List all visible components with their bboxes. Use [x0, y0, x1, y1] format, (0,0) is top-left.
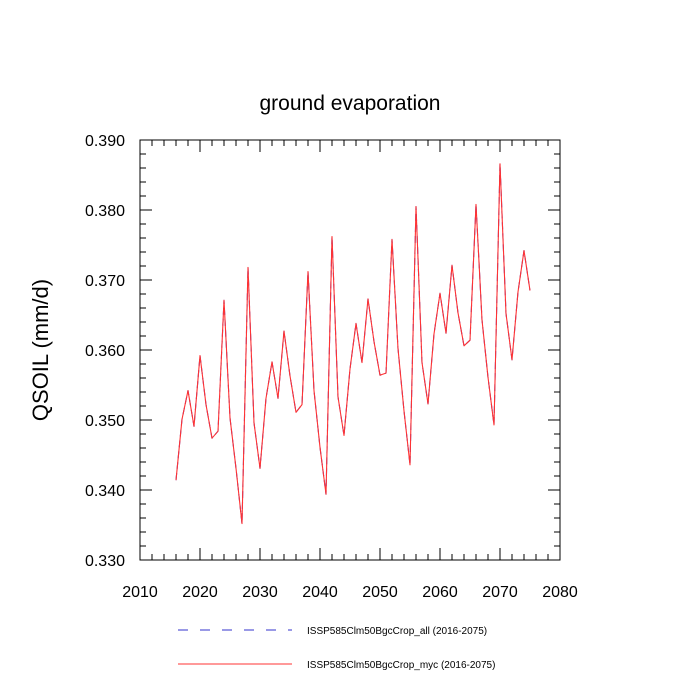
chart-title: ground evaporation	[260, 92, 441, 115]
series-line-2	[175, 163, 531, 525]
x-tick-label: 2050	[362, 584, 398, 601]
x-tick-label: 2030	[242, 584, 278, 601]
y-tick-label: 0.390	[85, 133, 125, 150]
y-tick-label: 0.360	[85, 343, 125, 360]
legend-label-2: ISSP585Clm50BgcCrop_myc (2016-2075)	[307, 660, 495, 671]
x-tick-label: 2080	[542, 584, 578, 601]
legend: ISSP585Clm50BgcCrop_all (2016-2075) ISSP5…	[178, 626, 495, 671]
series-lines	[175, 163, 531, 525]
x-tick-label: 2060	[422, 584, 458, 601]
x-tick-label: 2020	[182, 584, 218, 601]
y-tick-label: 0.350	[85, 413, 125, 430]
axis-ticks: 2010 2020 2030 2040 2050 2060 2070 2080 0.330 0.3…	[85, 133, 578, 601]
x-tick-label: 2070	[482, 584, 518, 601]
y-tick-label: 0.330	[85, 553, 125, 570]
x-tick-label: 2010	[122, 584, 158, 601]
y-tick-label: 0.370	[85, 273, 125, 290]
y-tick-label: 0.380	[85, 203, 125, 220]
y-axis-label: QSOIL (mm/d)	[28, 279, 53, 421]
legend-label-1: ISSP585Clm50BgcCrop_all (2016-2075)	[307, 626, 487, 637]
plot-frame	[139, 139, 561, 561]
y-tick-label: 0.340	[85, 483, 125, 500]
x-tick-label: 2040	[302, 584, 338, 601]
